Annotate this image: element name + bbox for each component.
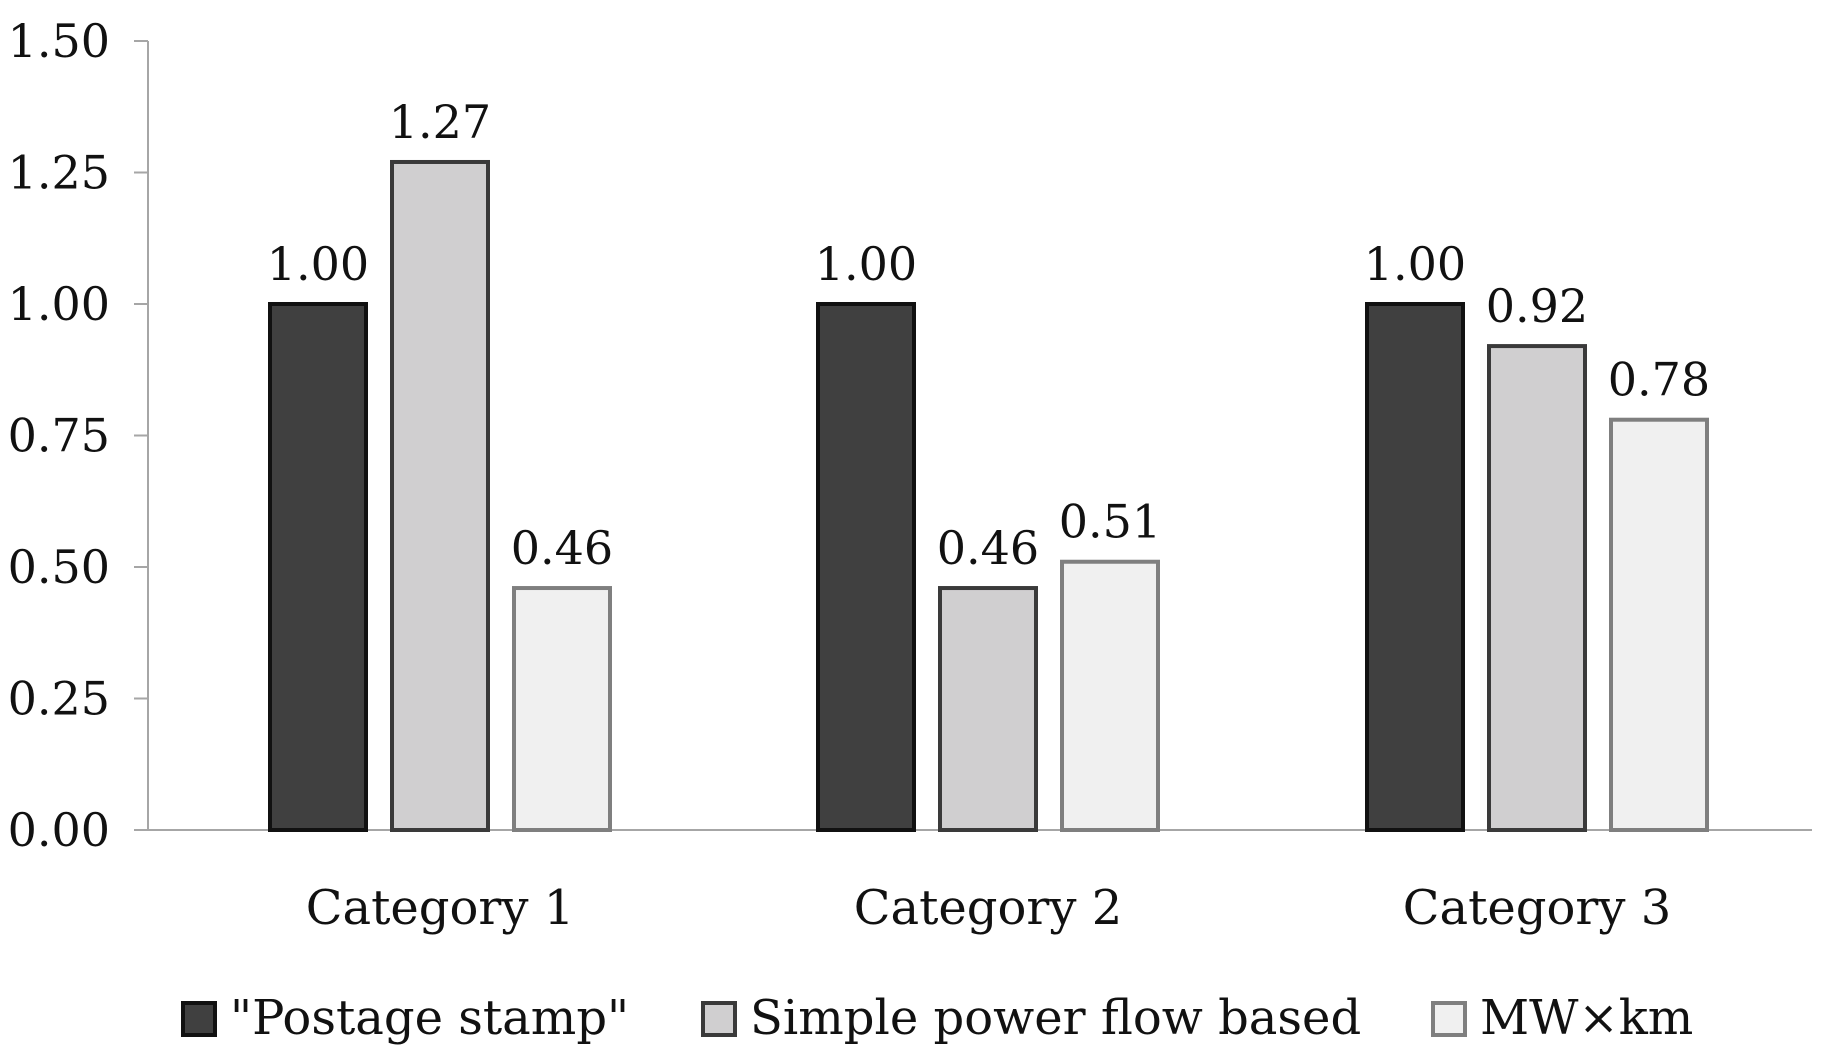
data-label: 1.00 <box>815 237 917 291</box>
bar <box>816 302 916 832</box>
legend-swatch <box>181 1001 217 1037</box>
legend-label: "Postage stamp" <box>230 990 629 1046</box>
bars <box>268 159 1709 833</box>
bar <box>1609 417 1709 832</box>
data-label: 0.92 <box>1486 279 1588 333</box>
bar <box>1060 559 1160 832</box>
data-label: 0.46 <box>937 521 1039 575</box>
y-tick-label: 0.50 <box>8 540 110 594</box>
bar <box>1365 302 1465 832</box>
x-category-label: Category 3 <box>1403 880 1672 936</box>
bar <box>938 586 1038 832</box>
bar <box>390 159 490 833</box>
y-tick-label: 0.00 <box>8 803 110 857</box>
data-label: 0.46 <box>511 521 613 575</box>
data-label: 1.27 <box>389 95 491 149</box>
bar <box>512 586 612 832</box>
y-tick-label: 1.25 <box>8 146 110 200</box>
y-tick-label: 1.50 <box>8 14 110 68</box>
y-axis: 0.00 0.25 0.50 0.75 1.00 1.25 1.50 <box>8 14 149 857</box>
data-label: 1.00 <box>267 237 369 291</box>
x-category-label: Category 1 <box>306 880 575 936</box>
data-label: 1.00 <box>1364 237 1466 291</box>
legend-swatch <box>701 1001 737 1037</box>
x-category-label: Category 2 <box>854 880 1123 936</box>
legend: "Postage stamp" Simple power flow based MW… <box>181 990 1693 1046</box>
data-labels: 1.00 1.00 1.00 1.27 0.46 0.92 0.46 0.51 0.78 <box>267 95 1710 575</box>
bar <box>268 302 368 832</box>
x-axis: Category 1 Category 2 Category 3 <box>148 829 1812 936</box>
y-tick-label: 0.25 <box>8 672 110 726</box>
y-tick-label: 1.00 <box>8 277 110 331</box>
y-tick-label: 0.75 <box>8 409 110 463</box>
data-label: 0.78 <box>1608 353 1710 407</box>
legend-label: MW×km <box>1480 990 1693 1046</box>
bar <box>1487 344 1587 832</box>
data-label: 0.51 <box>1059 495 1161 549</box>
legend-swatch <box>1431 1001 1467 1037</box>
legend-label: Simple power flow based <box>750 990 1361 1046</box>
